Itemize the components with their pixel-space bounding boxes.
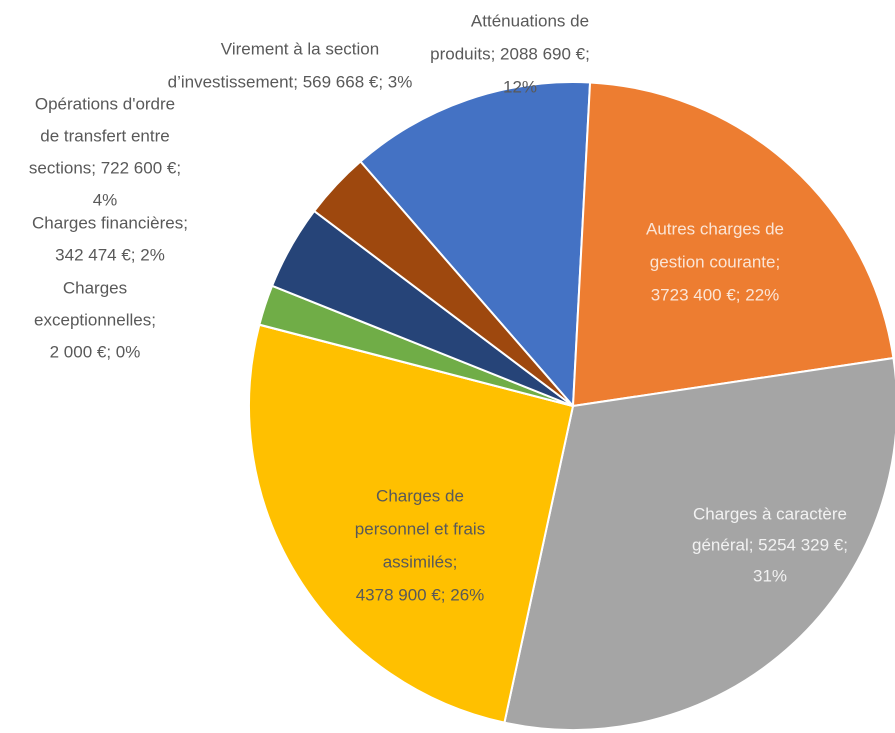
data-label: Charges financières; 342 474 €; 2% <box>32 213 188 264</box>
pie-slice <box>248 323 575 724</box>
data-label: Opérations d'ordre de transfert entre sect… <box>29 94 181 209</box>
data-label-line: gestion courante; <box>650 252 780 271</box>
data-label-line: 3723 400 €; 22% <box>651 285 780 304</box>
data-label-line: personnel et frais <box>355 519 485 538</box>
data-label-line: Charges de <box>376 486 464 505</box>
data-label: Atténuations de produits; 2088 690 €; 12% <box>430 11 590 96</box>
data-label: Charges de personnel et frais assimilés; 43… <box>355 486 485 604</box>
data-label-line: Charges <box>63 278 127 297</box>
data-label-line: 4% <box>93 190 118 209</box>
data-label-line: Opérations d'ordre <box>35 94 175 113</box>
data-label-line: 31% <box>753 566 787 585</box>
data-label-line: produits; 2088 690 €; <box>430 44 590 63</box>
data-label-line: assimilés; <box>383 552 458 571</box>
data-label: Autres charges de gestion courante; 3723 4… <box>646 219 784 304</box>
data-label: Charges à caractère général; 5254 329 €; 3… <box>692 504 848 585</box>
pie-slice <box>312 160 574 407</box>
data-label-line: Charges à caractère <box>693 504 847 523</box>
data-label: Charges exceptionnelles; 2 000 €; 0% <box>34 278 156 361</box>
data-label-line: 342 474 €; 2% <box>55 245 165 264</box>
data-label-line: Atténuations de <box>471 11 589 30</box>
pie-slice <box>359 81 592 409</box>
data-label-line: sections; 722 600 €; <box>29 158 181 177</box>
data-label-line: Virement à la section <box>221 39 379 58</box>
data-label-line: Charges financières; <box>32 213 188 232</box>
data-label-line: 4378 900 €; 26% <box>356 585 485 604</box>
data-label-line: exceptionnelles; <box>34 310 156 329</box>
data-label-line: général; 5254 329 €; <box>692 535 848 554</box>
pie-slice <box>571 81 895 408</box>
data-label-line: 2 000 €; 0% <box>50 342 141 361</box>
data-label-line: de transfert entre <box>40 126 169 145</box>
data-label-line: 12% <box>503 77 537 96</box>
data-label-line: d’investissement; 569 668 €; 3% <box>168 72 413 91</box>
data-label: Virement à la section d’investissement; 5… <box>168 39 413 91</box>
data-label-line: Autres charges de <box>646 219 784 238</box>
